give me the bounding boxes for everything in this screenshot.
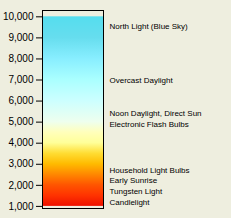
svg-text:4,000: 4,000 [8, 137, 33, 148]
svg-text:Overcast Daylight: Overcast Daylight [110, 76, 174, 85]
svg-text:9,000: 9,000 [8, 32, 33, 43]
svg-text:5,000: 5,000 [8, 116, 33, 127]
svg-text:8,000: 8,000 [8, 53, 33, 64]
svg-text:1,000: 1,000 [8, 201, 33, 212]
svg-text:10,000: 10,000 [3, 11, 34, 22]
svg-text:Household Light BulbsEarly Sun: Household Light BulbsEarly SunriseTungst… [110, 166, 190, 207]
svg-text:6,000: 6,000 [8, 95, 33, 106]
svg-text:North Light (Blue Sky): North Light (Blue Sky) [110, 22, 189, 31]
svg-text:3,000: 3,000 [8, 158, 33, 169]
svg-text:7,000: 7,000 [8, 74, 33, 85]
svg-text:Noon Daylight, Direct SunElect: Noon Daylight, Direct SunElectronic Flas… [110, 109, 202, 129]
svg-text:2,000: 2,000 [8, 180, 33, 191]
